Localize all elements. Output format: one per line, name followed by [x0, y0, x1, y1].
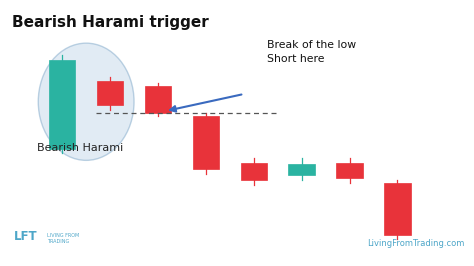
Text: Bearish Harami trigger: Bearish Harami trigger — [12, 15, 209, 31]
Bar — [241, 163, 267, 180]
Bar — [145, 86, 171, 113]
Text: Bearish Harami: Bearish Harami — [37, 143, 124, 153]
Ellipse shape — [38, 43, 134, 160]
Bar — [97, 81, 123, 105]
Text: Break of the low
Short here: Break of the low Short here — [267, 40, 356, 64]
Bar — [289, 164, 315, 175]
Text: LivingFromTrading.com: LivingFromTrading.com — [367, 239, 465, 248]
Bar — [193, 116, 219, 169]
Bar — [337, 163, 363, 178]
Bar — [384, 183, 410, 235]
Text: LFT: LFT — [14, 230, 37, 243]
Bar — [49, 60, 75, 149]
Text: LIVING FROM
TRADING: LIVING FROM TRADING — [46, 233, 79, 244]
